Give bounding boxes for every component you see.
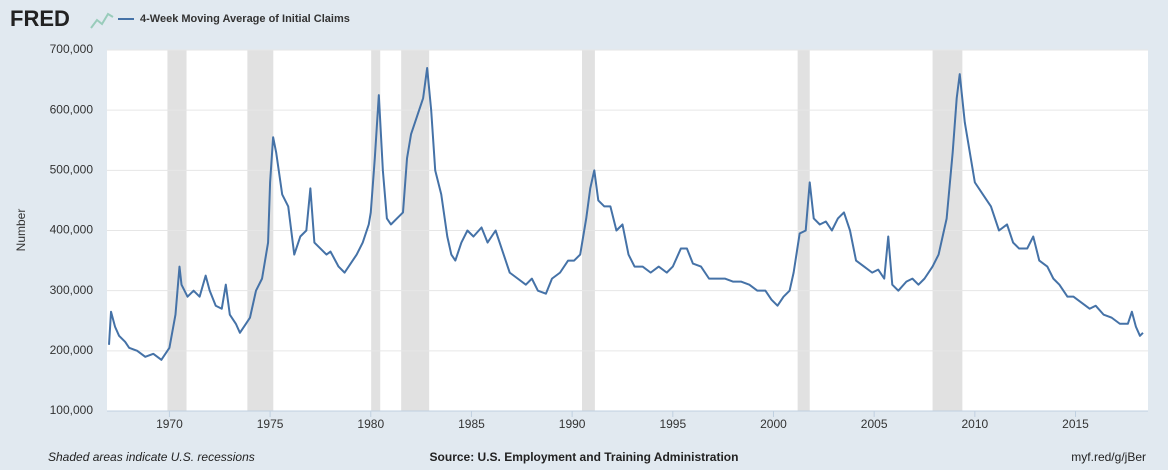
x-tick-label: 1995 <box>659 417 686 431</box>
x-tick-label: 2005 <box>861 417 888 431</box>
x-tick-label: 2015 <box>1062 417 1089 431</box>
link[interactable]: myf.red/g/jBer <box>1071 450 1146 464</box>
footnote: Shaded areas indicate U.S. recessions <box>48 450 255 464</box>
y-tick-label: 200,000 <box>50 343 94 357</box>
logo-icon <box>90 12 114 29</box>
logo: FRED <box>10 6 70 31</box>
x-tick-label: 1985 <box>458 417 485 431</box>
y-tick-label: 400,000 <box>50 223 94 237</box>
x-tick-label: 1990 <box>559 417 586 431</box>
series-line <box>108 67 1144 361</box>
x-tick-label: 1970 <box>156 417 183 431</box>
x-tick-label: 2000 <box>760 417 787 431</box>
x-tick-label: 1975 <box>257 417 284 431</box>
source: Source: U.S. Employment and Training Adm… <box>430 450 739 464</box>
y-tick-label: 500,000 <box>50 163 94 177</box>
y-tick-label: 300,000 <box>50 283 94 297</box>
y-axis-label: Number <box>14 209 28 252</box>
legend-label: 4-Week Moving Average of Initial Claims <box>140 13 350 25</box>
y-tick-label: 700,000 <box>50 42 94 56</box>
x-tick-label: 2010 <box>961 417 988 431</box>
y-tick-label: 100,000 <box>50 403 94 417</box>
y-tick-label: 600,000 <box>50 102 94 116</box>
x-tick-label: 1980 <box>357 417 384 431</box>
